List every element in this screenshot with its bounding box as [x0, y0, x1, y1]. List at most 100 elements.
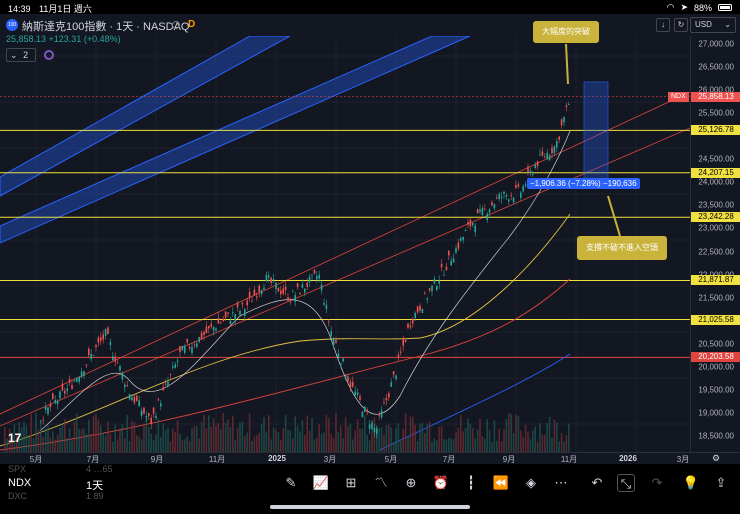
volume-bar	[167, 427, 169, 452]
candle-body	[181, 346, 184, 351]
volume-bar	[208, 415, 210, 452]
volume-bar	[234, 440, 236, 452]
candle-body	[114, 356, 116, 362]
candle-body	[308, 276, 311, 283]
volume-bar	[248, 413, 251, 452]
volume-bar	[164, 429, 167, 452]
volume-bar	[155, 435, 157, 452]
time-axis[interactable]: ⚙ 5月 7月 9月 11月 2025 3月 5月 7月 9月 11月 2026 3月	[0, 452, 740, 464]
candles-icon[interactable]: ┇	[467, 475, 475, 490]
candle-body	[512, 197, 515, 203]
candle-body	[356, 392, 359, 395]
candle-body	[133, 396, 136, 403]
alert-icon[interactable]: ⏰	[432, 475, 450, 490]
candle-body	[433, 278, 436, 284]
volume-bar	[452, 438, 455, 452]
more-icon[interactable]: ⋯	[554, 475, 568, 490]
candle-body	[220, 322, 222, 324]
price-tick: 27,000.00	[698, 39, 734, 49]
support-callout[interactable]: 支撐不破不進入空頭	[577, 236, 667, 260]
volume-bar	[488, 430, 491, 452]
volume-bar	[560, 433, 563, 452]
time-tick: 3月	[676, 455, 690, 464]
candle-body	[520, 192, 522, 198]
volume-bar	[32, 438, 35, 452]
candle-body	[565, 105, 568, 107]
volume-bar	[275, 429, 277, 452]
price-tick: 26,500.00	[698, 62, 734, 72]
volume-bar	[95, 414, 97, 452]
fullscreen-exit-icon[interactable]: ⤡	[617, 474, 635, 492]
price-tick: 22,000.00	[698, 270, 734, 279]
price-chart[interactable]: 17	[0, 36, 690, 452]
candle-body	[287, 297, 289, 301]
volume-bar	[186, 436, 188, 452]
price-axis[interactable]: 27,000.00 26,500.00 26,000.00 25,500.00 24,5…	[690, 36, 740, 452]
candle-body	[152, 407, 155, 414]
candle-body	[40, 420, 42, 422]
layout-icon[interactable]: ⊞	[345, 475, 357, 490]
candle-body	[551, 147, 553, 154]
currency-select[interactable]: USD ⌄	[690, 17, 736, 33]
volume-bar	[268, 415, 270, 452]
add-icon[interactable]: ⊕	[405, 475, 417, 490]
ideas-icon[interactable]: 💡	[682, 475, 700, 490]
indicators-toggle[interactable]: ⌄ 2	[6, 48, 36, 62]
volume-bar	[515, 414, 517, 452]
loading-icon	[44, 50, 54, 60]
settings-icon[interactable]: ⚙	[712, 453, 721, 463]
volume-bar	[66, 437, 68, 452]
draw-icon[interactable]: ✎	[285, 475, 297, 490]
volume-bar	[282, 428, 284, 452]
candle-body	[440, 263, 443, 268]
candle-body	[52, 393, 54, 400]
volume-bar	[426, 424, 428, 452]
candle-body	[212, 326, 215, 331]
volume-bar	[73, 421, 76, 452]
undo-icon[interactable]: ↶	[591, 475, 603, 490]
redo-icon[interactable]: ↷	[651, 475, 663, 490]
candle-body	[260, 290, 263, 295]
volume-bar	[232, 415, 234, 452]
scroll-down-button[interactable]: ↓	[656, 18, 670, 32]
share-icon[interactable]: ⇪	[715, 475, 727, 490]
candle-body	[467, 221, 469, 225]
volume-bar	[88, 419, 90, 452]
chart-type-icon[interactable]: 📈	[312, 475, 330, 490]
candle-body	[404, 339, 407, 343]
symbol-title[interactable]: 納斯達克100指數 · 1天 · NASDAQ	[22, 21, 190, 33]
volume-bar	[400, 439, 402, 452]
candle-body	[400, 351, 402, 353]
watchlist-value: 1天	[86, 480, 104, 492]
refresh-button[interactable]: ↻	[674, 18, 688, 32]
volume-bar	[541, 434, 544, 452]
candle-body	[246, 300, 248, 306]
candle-body	[112, 356, 114, 361]
candle-body	[426, 298, 428, 300]
candle-body	[479, 209, 481, 212]
status-bar: 14:39 11月1日 週六 ◠ ➤ 88%	[0, 0, 740, 14]
breakout-callout[interactable]: 大幅度的突破	[533, 21, 599, 43]
time-tick: 5月	[29, 455, 43, 464]
indicators-icon[interactable]: 〽	[374, 475, 388, 490]
volume-bar	[460, 415, 462, 452]
candle-body	[78, 377, 80, 382]
volume-bar	[323, 432, 325, 452]
volume-bar	[354, 430, 356, 452]
replay-icon[interactable]: ⏪	[492, 475, 510, 490]
volume-bar	[71, 440, 73, 452]
volume-bar	[311, 417, 313, 452]
candle-body	[280, 290, 282, 295]
price-tick: 24,500.00	[698, 154, 734, 164]
volume-bar	[162, 423, 164, 452]
candle-body	[421, 308, 424, 314]
volume-bar	[414, 424, 416, 452]
chart-canvas[interactable]: 17	[0, 36, 690, 452]
layers-icon[interactable]: ◈	[526, 475, 536, 490]
candle-body	[186, 338, 188, 343]
volume-bar	[121, 424, 124, 452]
volume-bar	[280, 440, 282, 452]
volume-bar	[563, 441, 565, 452]
volume-bar	[402, 429, 404, 452]
candle-body	[251, 301, 253, 303]
